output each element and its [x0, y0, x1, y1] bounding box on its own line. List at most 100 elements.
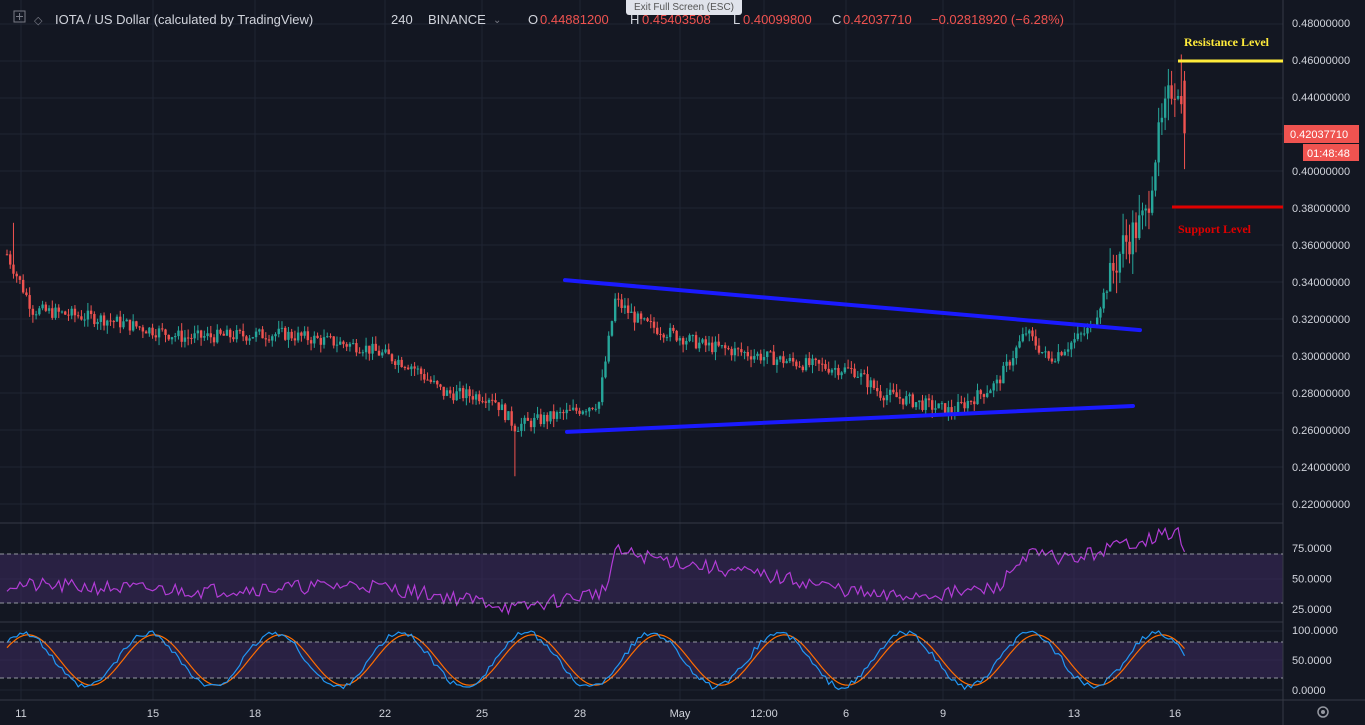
candle-body [1138, 215, 1141, 239]
candle-body [70, 308, 73, 316]
candle-body [416, 368, 420, 370]
countdown-badge [1303, 144, 1359, 161]
exit-fullscreen-button[interactable]: Exit Full Screen (ESC) [626, 0, 742, 15]
candle-body [885, 394, 889, 401]
price-axis[interactable]: 0.48000000 0.46000000 0.44000000 0.40000000… [1292, 18, 1350, 511]
candle-body [89, 310, 93, 315]
candle-body [1099, 308, 1102, 318]
candle-body [455, 391, 458, 401]
candle-body [927, 398, 931, 401]
candle-body [212, 337, 216, 343]
candle-body [339, 341, 342, 345]
collapse-icon[interactable]: ◇ [34, 15, 43, 27]
candle-body [804, 358, 808, 371]
candle-body [749, 356, 753, 360]
candle-body [1095, 317, 1099, 326]
candle-body [170, 337, 174, 340]
candle-body [335, 344, 339, 346]
candle-body [523, 417, 526, 424]
candle-body [180, 330, 183, 342]
candle-body [575, 407, 578, 411]
low-value: 0.40099800 [743, 12, 812, 27]
candle-body [322, 337, 326, 345]
candle-body [610, 321, 614, 336]
candle-body [351, 343, 355, 345]
candle-body [1128, 241, 1131, 255]
candle-body [898, 397, 902, 399]
candle-body [1183, 80, 1186, 134]
candle-body [1018, 341, 1021, 348]
candle-body [1057, 352, 1060, 362]
exchange-label[interactable]: BINANCE [428, 12, 486, 27]
candle-body [562, 412, 565, 414]
candle-body [332, 336, 335, 346]
candle-body [943, 403, 947, 416]
candle-body [1108, 262, 1112, 292]
candle-body [1021, 334, 1024, 342]
candle-body [1173, 98, 1177, 100]
candle-body [28, 295, 31, 309]
candle-body [798, 366, 801, 368]
interval-label[interactable]: 240 [391, 12, 413, 27]
price-tick-label: 0.32000000 [1292, 314, 1350, 326]
candle-body [235, 330, 238, 340]
candle-body [879, 391, 882, 398]
candle-body [652, 321, 656, 328]
candle-body [115, 316, 119, 322]
candle-body [510, 411, 513, 426]
candle-body [484, 401, 487, 403]
candle-body [995, 379, 999, 384]
candle-body [785, 361, 788, 364]
expand-icon[interactable] [13, 10, 26, 23]
price-tick-label: 0.46000000 [1292, 55, 1350, 67]
candle-body [31, 308, 35, 315]
candle-body [969, 400, 973, 402]
candle-body [992, 383, 995, 391]
candle-body [41, 304, 44, 309]
chevron-down-icon[interactable]: ⌄ [493, 15, 501, 26]
change-value: −0.02818920 (−6.28%) [931, 12, 1064, 27]
symbol-title[interactable]: IOTA / US Dollar (calculated by TradingV… [55, 12, 313, 27]
candle-body [410, 366, 413, 370]
candle-body [203, 336, 206, 338]
candle-body [193, 333, 196, 339]
candle-body [371, 343, 374, 354]
candle-body [853, 368, 856, 378]
candle-body [86, 310, 90, 320]
rsi-tick-label: 50.0000 [1292, 574, 1332, 586]
candle-body [707, 342, 711, 346]
candle-body [529, 420, 533, 428]
candle-body [817, 360, 821, 364]
candle-body [1015, 347, 1018, 359]
candle-body [64, 311, 67, 315]
time-axis[interactable]: 11 15 18 22 25 28 May 12:00 6 9 13 16 [15, 708, 1181, 720]
candle-body [287, 331, 290, 340]
candle-body [931, 400, 934, 410]
candle-body [18, 276, 22, 280]
candle-body [1070, 342, 1073, 350]
candle-body [1008, 361, 1012, 366]
candle-body [1141, 210, 1144, 216]
candle-body [766, 351, 769, 358]
candle-body [232, 337, 235, 340]
candle-body [148, 327, 151, 334]
last-price-text: 0.42037710 [1290, 129, 1348, 141]
candle-body [1083, 333, 1086, 335]
stoch-axis[interactable]: 100.0000 50.0000 0.0000 [1292, 625, 1338, 697]
candle-body [623, 305, 627, 308]
candle-body [1170, 85, 1173, 99]
candle-body [54, 307, 57, 318]
gear-icon[interactable] [1317, 706, 1329, 718]
candle-body [122, 321, 125, 328]
candle-body [1150, 190, 1154, 213]
candle-body [888, 389, 892, 395]
candle-body [290, 331, 293, 339]
candle-body [520, 423, 523, 431]
rsi-axis[interactable]: 75.0000 50.0000 25.0000 [1292, 543, 1332, 616]
candle-body [245, 336, 248, 341]
candle-body [1121, 235, 1125, 254]
candle-body [617, 298, 620, 300]
candle-body [1144, 208, 1147, 211]
countdown-text: 01:48:48 [1307, 148, 1350, 160]
